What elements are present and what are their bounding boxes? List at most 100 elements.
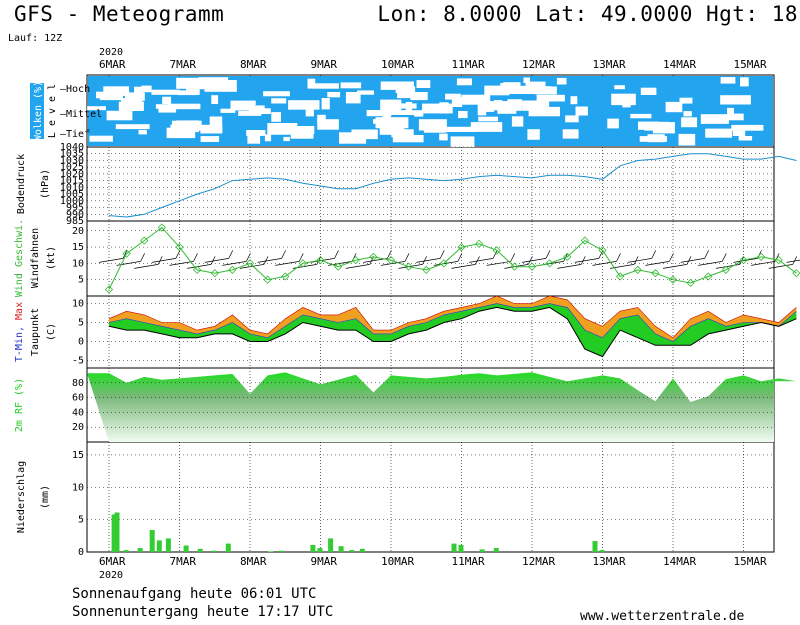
cloud-gap (397, 92, 425, 99)
cloud-gap (611, 93, 636, 106)
wind-speed-point (175, 242, 184, 252)
wind-barb (786, 259, 800, 263)
wind-speed-point (140, 236, 149, 245)
wind-barb-flag (404, 253, 410, 262)
cloud-gap (264, 134, 272, 142)
website-link[interactable]: www.wetterzentrale.de (580, 609, 745, 624)
precip-bar (451, 543, 457, 552)
windbarb-axis-label: Windfahnen (30, 228, 41, 288)
pressure-tick-label: 985 (66, 216, 84, 227)
temp-axis-label: T-Min, Max (14, 302, 25, 362)
cloud-gap (679, 97, 693, 104)
wind-barb-flag (228, 250, 234, 259)
wind-barb-flag (598, 250, 604, 259)
cloud-gap (340, 82, 362, 89)
cloud-gap (271, 112, 281, 122)
cloud-gap (305, 107, 314, 117)
wind-barb (134, 264, 159, 269)
wind-speed-point (633, 265, 642, 275)
cloud-gap (445, 93, 461, 100)
wind-barb-flag (721, 253, 727, 262)
cloud-gap (503, 82, 521, 88)
wind-barb (398, 264, 423, 269)
wind-barb-flag (704, 250, 709, 259)
cloud-gap (565, 115, 579, 123)
wind-barb (627, 258, 652, 263)
cloud-gap (575, 106, 588, 116)
cloud-gap (366, 110, 392, 117)
precip-bar (197, 548, 203, 552)
wind-barb-flag (281, 250, 286, 259)
cloud-gap (644, 121, 670, 131)
cloud-gap (115, 124, 150, 130)
tmin-band (109, 303, 797, 357)
cloud-gap (511, 116, 524, 127)
pressure-line (108, 153, 797, 218)
cloud-gap (478, 116, 498, 122)
date-label-top: 13MAR (593, 58, 626, 71)
cloud-gap (252, 106, 261, 111)
pressure-unit-label: (hPa) (40, 169, 51, 199)
cloud-gap (477, 103, 487, 116)
cloud-gap (317, 114, 326, 123)
precip-bar (211, 550, 217, 552)
wind-speed-point (404, 262, 413, 271)
cloud-gap (351, 129, 378, 140)
temp-tick-label: 0 (78, 336, 84, 347)
cloud-gap (562, 129, 579, 139)
wind-barb (698, 261, 723, 266)
wind-speed-point (527, 262, 537, 271)
wind-speed-point (704, 272, 713, 281)
cloud-gap (106, 110, 133, 121)
cloud-gap (380, 99, 402, 111)
date-label-top: 7MAR (170, 58, 197, 71)
precip-tick-label: 5 (78, 515, 84, 526)
rh-tick-label: 80 (72, 378, 84, 389)
wind-barb-flag (580, 256, 586, 265)
cloud-gap (263, 91, 290, 97)
date-label-bottom: 14MAR (663, 555, 696, 568)
wind-speed-point (545, 259, 554, 268)
wind-speed-point (739, 256, 748, 265)
cloud-gap (99, 95, 123, 101)
date-label-top: 15MAR (734, 58, 767, 71)
cloud-gap (162, 96, 172, 104)
wind-speed-point (510, 262, 519, 271)
cloud-gap (416, 80, 431, 88)
cloud-gap (271, 98, 287, 104)
wind-barb-flag (298, 253, 304, 262)
wind-barb (151, 258, 176, 263)
cloud-gap (87, 106, 106, 111)
cloud-gap (158, 106, 177, 113)
wind-tick-label: 20 (72, 226, 84, 237)
pressure-tick-label: 1025 (60, 162, 84, 173)
wind-barb (645, 261, 670, 266)
cloud-gap (458, 111, 468, 119)
wind-barb-flag (387, 250, 392, 259)
wind-speed-point (580, 236, 589, 245)
date-label-bottom: 15MAR (734, 555, 767, 568)
date-label-top: 6MAR (99, 58, 126, 71)
tmin-line (108, 303, 797, 342)
year-label-bottom: 2020 (99, 570, 123, 581)
cloud-gap (186, 87, 200, 95)
wind-barb-flag (157, 256, 163, 265)
cloud-gap (607, 118, 619, 129)
cloud-gap (740, 77, 749, 87)
dewpoint-axis-label: Taupunkt (30, 308, 41, 356)
cloud-gap (283, 136, 290, 142)
wind-barb-flag (545, 250, 551, 259)
model-run-label: Lauf: 12Z (8, 33, 63, 44)
date-label-bottom: 6MAR (99, 555, 126, 568)
wind-speed-point (122, 249, 131, 258)
cloud-gap (647, 134, 665, 143)
precip-bar (349, 550, 355, 552)
wind-speed-point (774, 256, 783, 265)
cloud-gap (307, 78, 316, 89)
wind-speed-point (157, 223, 166, 232)
cloud-gap (141, 85, 152, 93)
cloud-gap (96, 91, 106, 99)
cloud-gap (683, 111, 692, 117)
wind-tick-label: 10 (72, 258, 84, 269)
